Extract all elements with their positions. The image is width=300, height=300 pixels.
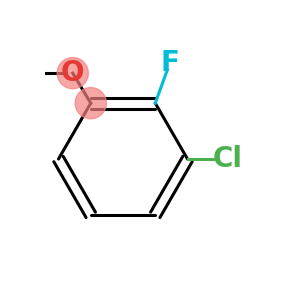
Text: O: O xyxy=(61,59,85,87)
Text: F: F xyxy=(161,49,180,76)
Circle shape xyxy=(75,88,106,119)
Text: Cl: Cl xyxy=(213,145,243,173)
Circle shape xyxy=(57,58,88,89)
